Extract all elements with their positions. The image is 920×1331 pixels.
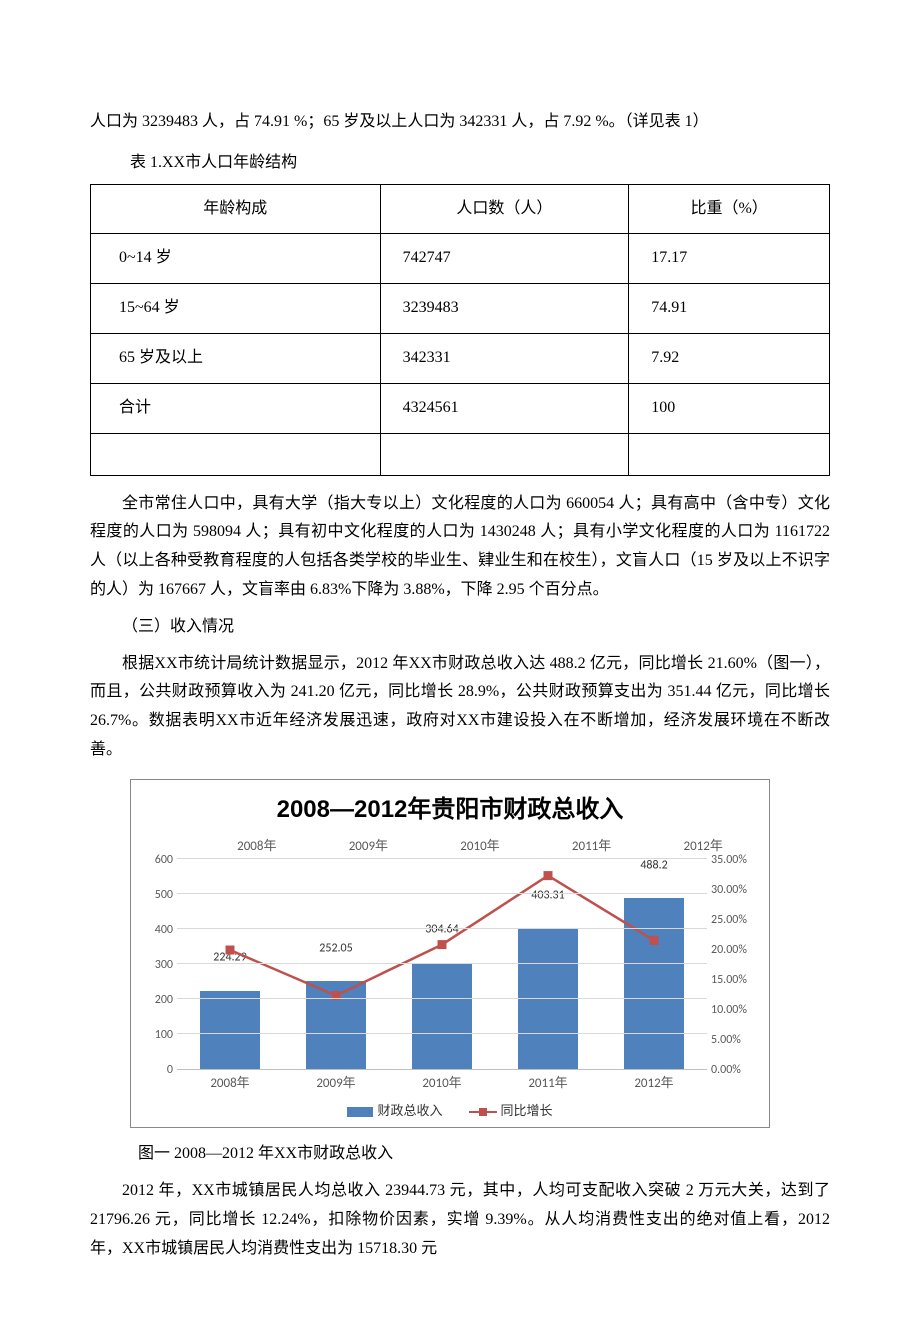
figure-caption: 图一 2008—2012 年XX市财政总收入 bbox=[90, 1140, 830, 1169]
table-cell bbox=[629, 433, 830, 475]
table-cell: 3239483 bbox=[380, 284, 629, 334]
table-cell: 65 岁及以上 bbox=[91, 333, 381, 383]
intro-para: 人口为 3239483 人，占 74.91 %；65 岁及以上人口为 34233… bbox=[90, 108, 830, 137]
chart-title: 2008—2012年贵阳市财政总收入 bbox=[141, 788, 759, 831]
section-heading: （三）收入情况 bbox=[90, 613, 830, 642]
table-row bbox=[91, 433, 830, 475]
income-detail-para: 2012 年，XX市城镇居民人均总收入 23944.73 元，其中，人均可支配收… bbox=[90, 1177, 830, 1263]
x-axis: 2008年2009年2010年2011年2012年 bbox=[141, 1072, 759, 1095]
table-cell: 100 bbox=[629, 383, 830, 433]
table-cell: 742747 bbox=[380, 234, 629, 284]
table-cell: 合计 bbox=[91, 383, 381, 433]
table-cell bbox=[91, 433, 381, 475]
y-axis-left: 0100200300400500600 bbox=[141, 860, 177, 1070]
legend-line: 同比增长 bbox=[469, 1100, 553, 1123]
table-cell: 4324561 bbox=[380, 383, 629, 433]
table-cell bbox=[380, 433, 629, 475]
table-cell: 7.92 bbox=[629, 333, 830, 383]
table-row: 15~64 岁323948374.91 bbox=[91, 284, 830, 334]
chart-plot: 0100200300400500600 224.29252.05304.6440… bbox=[141, 860, 759, 1070]
income-para: 根据XX市统计局统计数据显示，2012 年XX市财政总收入达 488.2 亿元，… bbox=[90, 650, 830, 765]
revenue-chart: 2008—2012年贵阳市财政总收入 2008年2009年2010年2011年2… bbox=[130, 779, 770, 1128]
table-header: 年龄构成 bbox=[91, 184, 381, 234]
line-overlay bbox=[177, 860, 707, 1070]
table-header: 比重（%） bbox=[629, 184, 830, 234]
table-cell: 342331 bbox=[380, 333, 629, 383]
y-axis-right: 0.00%5.00%10.00%15.00%20.00%25.00%30.00%… bbox=[707, 860, 759, 1070]
table-row: 合计4324561100 bbox=[91, 383, 830, 433]
chart-legend: 财政总收入 同比增长 bbox=[141, 1096, 759, 1125]
education-para: 全市常住人口中，具有大学（指大专以上）文化程度的人口为 660054 人；具有高… bbox=[90, 490, 830, 605]
table-header: 人口数（人） bbox=[380, 184, 629, 234]
table-row: 0~14 岁74274717.17 bbox=[91, 234, 830, 284]
age-structure-table: 年龄构成人口数（人）比重（%） 0~14 岁74274717.1715~64 岁… bbox=[90, 184, 830, 476]
table-cell: 15~64 岁 bbox=[91, 284, 381, 334]
table-cell: 0~14 岁 bbox=[91, 234, 381, 284]
table-caption: 表 1.XX市人口年龄结构 bbox=[90, 149, 830, 178]
table-cell: 74.91 bbox=[629, 284, 830, 334]
table-row: 65 岁及以上3423317.92 bbox=[91, 333, 830, 383]
plot-area: 224.29252.05304.64403.31488.2 bbox=[177, 860, 707, 1070]
legend-bar: 财政总收入 bbox=[347, 1100, 442, 1123]
table-cell: 17.17 bbox=[629, 234, 830, 284]
